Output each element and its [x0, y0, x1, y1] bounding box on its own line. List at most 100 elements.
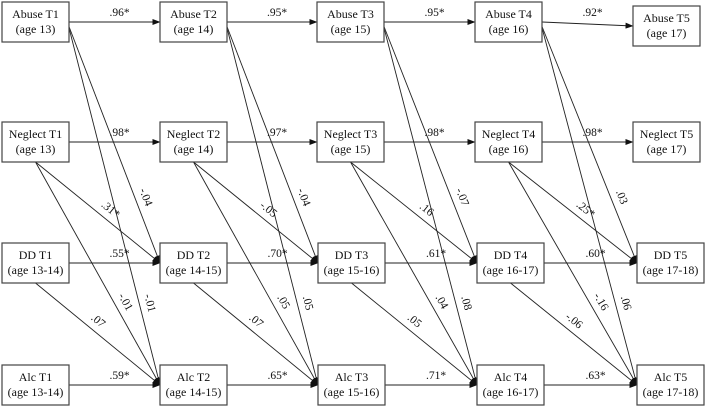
node-age: (age 14-15)	[166, 263, 222, 277]
node-abuse-t1: Abuse T1(age 13)	[1, 1, 70, 43]
node-neglect-t3: Neglect T3(age 15)	[316, 121, 385, 163]
path-coefficient: .70*	[267, 248, 287, 260]
path-arrow-n4-l5	[508, 161, 638, 386]
path-coefficient: .65*	[267, 370, 287, 382]
node-title: Neglect T5	[640, 127, 693, 141]
path-arrow-n1-l2	[35, 161, 161, 386]
node-alc-t3: Alc T3(age 15-16)	[317, 364, 386, 406]
path-coefficient: .60*	[585, 248, 605, 260]
node-box	[159, 1, 228, 43]
node-dd-t1: DD T1(age 13-14)	[1, 242, 70, 284]
path-arrow-a1-l2	[67, 23, 162, 386]
node-box	[316, 121, 385, 163]
node-alc-t1: Alc T1(age 13-14)	[1, 364, 70, 406]
node-box	[632, 5, 701, 47]
path-coefficient: -.07	[453, 187, 471, 209]
path-coefficient: -.06	[563, 311, 585, 332]
node-title: Neglect T4	[482, 127, 535, 141]
node-title: Neglect T3	[324, 127, 377, 141]
path-arrow-d4-l5	[510, 282, 638, 386]
node-neglect-t2: Neglect T2(age 14)	[159, 121, 228, 163]
node-age: (age 14-15)	[166, 385, 222, 399]
node-age: (age 14)	[174, 142, 214, 156]
path-arrow-a4-l5	[540, 23, 638, 386]
path-arrow-a2-l3	[225, 23, 320, 386]
node-age: (age 17)	[647, 142, 687, 156]
node-dd-t5: DD T5(age 17-18)	[636, 242, 705, 284]
node-age: (age 15-16)	[324, 263, 380, 277]
path-arrow-n4-d5	[508, 161, 638, 264]
node-title: Alc T2	[177, 370, 210, 384]
path-coefficient: .71*	[426, 370, 446, 382]
node-age: (age 15)	[331, 22, 371, 36]
node-alc-t5: Alc T5(age 17-18)	[636, 364, 705, 406]
node-alc-t4: Alc T4(age 16-17)	[476, 364, 545, 406]
node-box	[636, 242, 705, 284]
path-arrow-a3-l4	[382, 23, 479, 386]
path-coefficient: .98*	[109, 127, 129, 139]
node-box	[316, 1, 385, 43]
node-title: Abuse T5	[643, 11, 690, 25]
path-coefficient: .95*	[267, 7, 287, 19]
node-age: (age 13-14)	[8, 263, 64, 277]
node-age: (age 16)	[489, 142, 529, 156]
path-coefficient: -.04	[137, 187, 155, 209]
path-arrow-a4-d5	[540, 23, 638, 264]
node-neglect-t4: Neglect T4(age 16)	[474, 121, 543, 163]
node-title: Abuse T4	[485, 7, 532, 21]
node-title: DD T1	[19, 248, 52, 262]
path-arrow-n1-d2	[35, 161, 161, 264]
path-coefficient: .59*	[109, 370, 129, 382]
node-title: Alc T4	[494, 370, 527, 384]
path-coefficient: .96*	[109, 7, 129, 19]
node-box	[632, 121, 701, 163]
node-box	[1, 1, 70, 43]
node-title: DD T5	[654, 248, 687, 262]
path-coefficient: .03	[613, 188, 630, 206]
path-coefficient: .63*	[585, 370, 605, 382]
node-box	[1, 242, 70, 284]
node-age: (age 15-16)	[324, 385, 380, 399]
node-abuse-t5: Abuse T5(age 17)	[632, 5, 701, 47]
node-box	[1, 121, 70, 163]
node-box	[159, 242, 228, 284]
path-coefficient: .07	[89, 312, 108, 331]
path-arrow-a4-a5	[541, 21, 634, 29]
node-dd-t2: DD T2(age 14-15)	[159, 242, 228, 284]
node-title: DD T4	[494, 248, 527, 262]
path-coefficient: .31*	[99, 199, 122, 221]
node-title: Abuse T1	[12, 7, 59, 21]
node-age: (age 16-17)	[483, 263, 539, 277]
path-arrow-a1-d2	[67, 23, 161, 264]
node-box	[476, 364, 545, 406]
node-box	[476, 242, 545, 284]
path-coefficient: -.01	[141, 293, 157, 314]
node-neglect-t5: Neglect T5(age 17)	[632, 121, 701, 163]
node-neglect-t1: Neglect T1(age 13)	[1, 121, 70, 163]
path-coefficient: .95*	[424, 7, 444, 19]
path-coefficient: .55*	[109, 248, 129, 260]
node-box	[159, 364, 228, 406]
node-title: Neglect T1	[9, 127, 62, 141]
node-box	[636, 364, 705, 406]
path-coefficient: -.05	[257, 199, 279, 220]
node-age: (age 17-18)	[643, 263, 699, 277]
node-age: (age 15)	[331, 142, 371, 156]
path-coefficient: .07	[247, 312, 266, 331]
node-abuse-t3: Abuse T3(age 15)	[316, 1, 385, 43]
path-coefficient: .92*	[582, 7, 602, 19]
node-age: (age 13)	[16, 142, 56, 156]
node-dd-t4: DD T4(age 16-17)	[476, 242, 545, 284]
path-coefficient: .06	[618, 295, 633, 312]
path-arrow-a2-d3	[225, 23, 319, 264]
node-title: Alc T1	[19, 370, 52, 384]
node-box	[474, 1, 543, 43]
path-arrow-n2-d3	[193, 161, 319, 264]
node-title: DD T2	[177, 248, 210, 262]
path-coefficient: .05	[274, 293, 292, 312]
node-age: (age 14)	[174, 22, 214, 36]
node-title: DD T3	[335, 248, 368, 262]
node-age: (age 16)	[489, 22, 529, 36]
path-coefficient: .98*	[582, 127, 602, 139]
